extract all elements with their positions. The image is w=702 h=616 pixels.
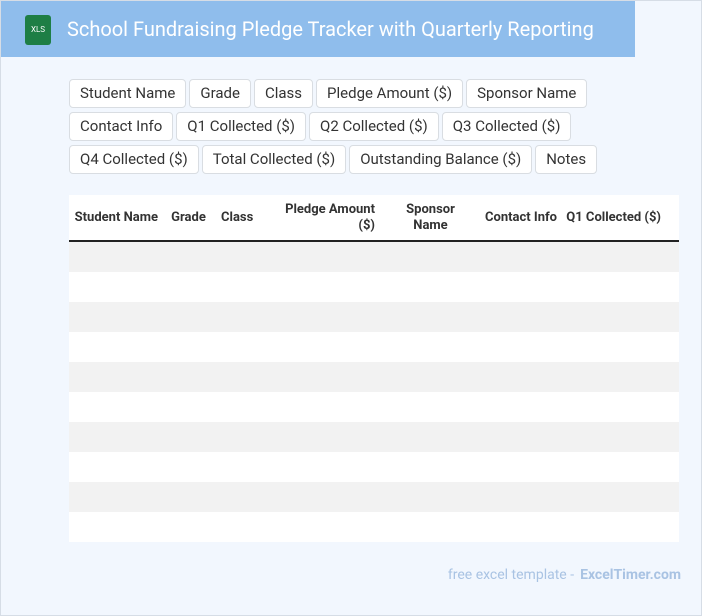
table-body — [69, 242, 679, 542]
field-chip[interactable]: Notes — [535, 145, 598, 174]
field-chip[interactable]: Q1 Collected ($) — [176, 112, 306, 141]
table: Student Name Grade Class Pledge Amount ($) S… — [69, 195, 679, 542]
table-row — [69, 272, 679, 302]
field-chip[interactable]: Total Collected ($) — [201, 145, 347, 174]
table-row — [69, 422, 679, 452]
table-row — [69, 392, 679, 422]
footer-text: free excel template - — [447, 567, 575, 583]
column-header: Q1 Collected ($) — [566, 209, 661, 225]
field-chip[interactable]: Pledge Amount ($) — [316, 79, 464, 108]
table-row — [69, 302, 679, 332]
field-chip[interactable]: Q3 Collected ($) — [441, 112, 572, 141]
field-chip[interactable]: Class — [253, 79, 314, 108]
table-row — [69, 482, 679, 512]
column-header: Grade — [171, 209, 206, 225]
column-header: Class — [221, 209, 254, 225]
page-title: School Fundraising Pledge Tracker with Q… — [67, 17, 594, 41]
footer-brand[interactable]: ExcelTimer.com — [580, 567, 681, 583]
field-chip[interactable]: Grade — [189, 79, 251, 108]
field-chips: Student Name Grade Class Pledge Amount ($) S… — [69, 79, 693, 174]
column-header: Student Name — [74, 209, 158, 225]
field-chip[interactable]: Student Name — [69, 79, 187, 108]
column-header: Pledge Amount ($) — [285, 201, 375, 233]
field-chip[interactable]: Outstanding Balance ($) — [349, 145, 533, 174]
header-bar: XLS School Fundraising Pledge Tracker wi… — [1, 1, 635, 57]
field-chip[interactable]: Contact Info — [69, 112, 174, 141]
field-chip[interactable]: Q2 Collected ($) — [309, 112, 439, 141]
table-header: Student Name Grade Class Pledge Amount ($) S… — [69, 195, 679, 242]
table-row — [69, 512, 679, 542]
table-row — [69, 362, 679, 392]
column-header: Sponsor Name — [406, 201, 455, 233]
field-chip[interactable]: Sponsor Name — [466, 79, 588, 108]
footer: free excel template - ExcelTimer.com — [448, 567, 681, 583]
table-row — [69, 452, 679, 482]
file-icon: XLS — [25, 15, 51, 45]
column-header: Contact Info — [485, 209, 557, 225]
table-row — [69, 332, 679, 362]
field-chip[interactable]: Q4 Collected ($) — [69, 145, 199, 174]
table-row — [69, 242, 679, 272]
